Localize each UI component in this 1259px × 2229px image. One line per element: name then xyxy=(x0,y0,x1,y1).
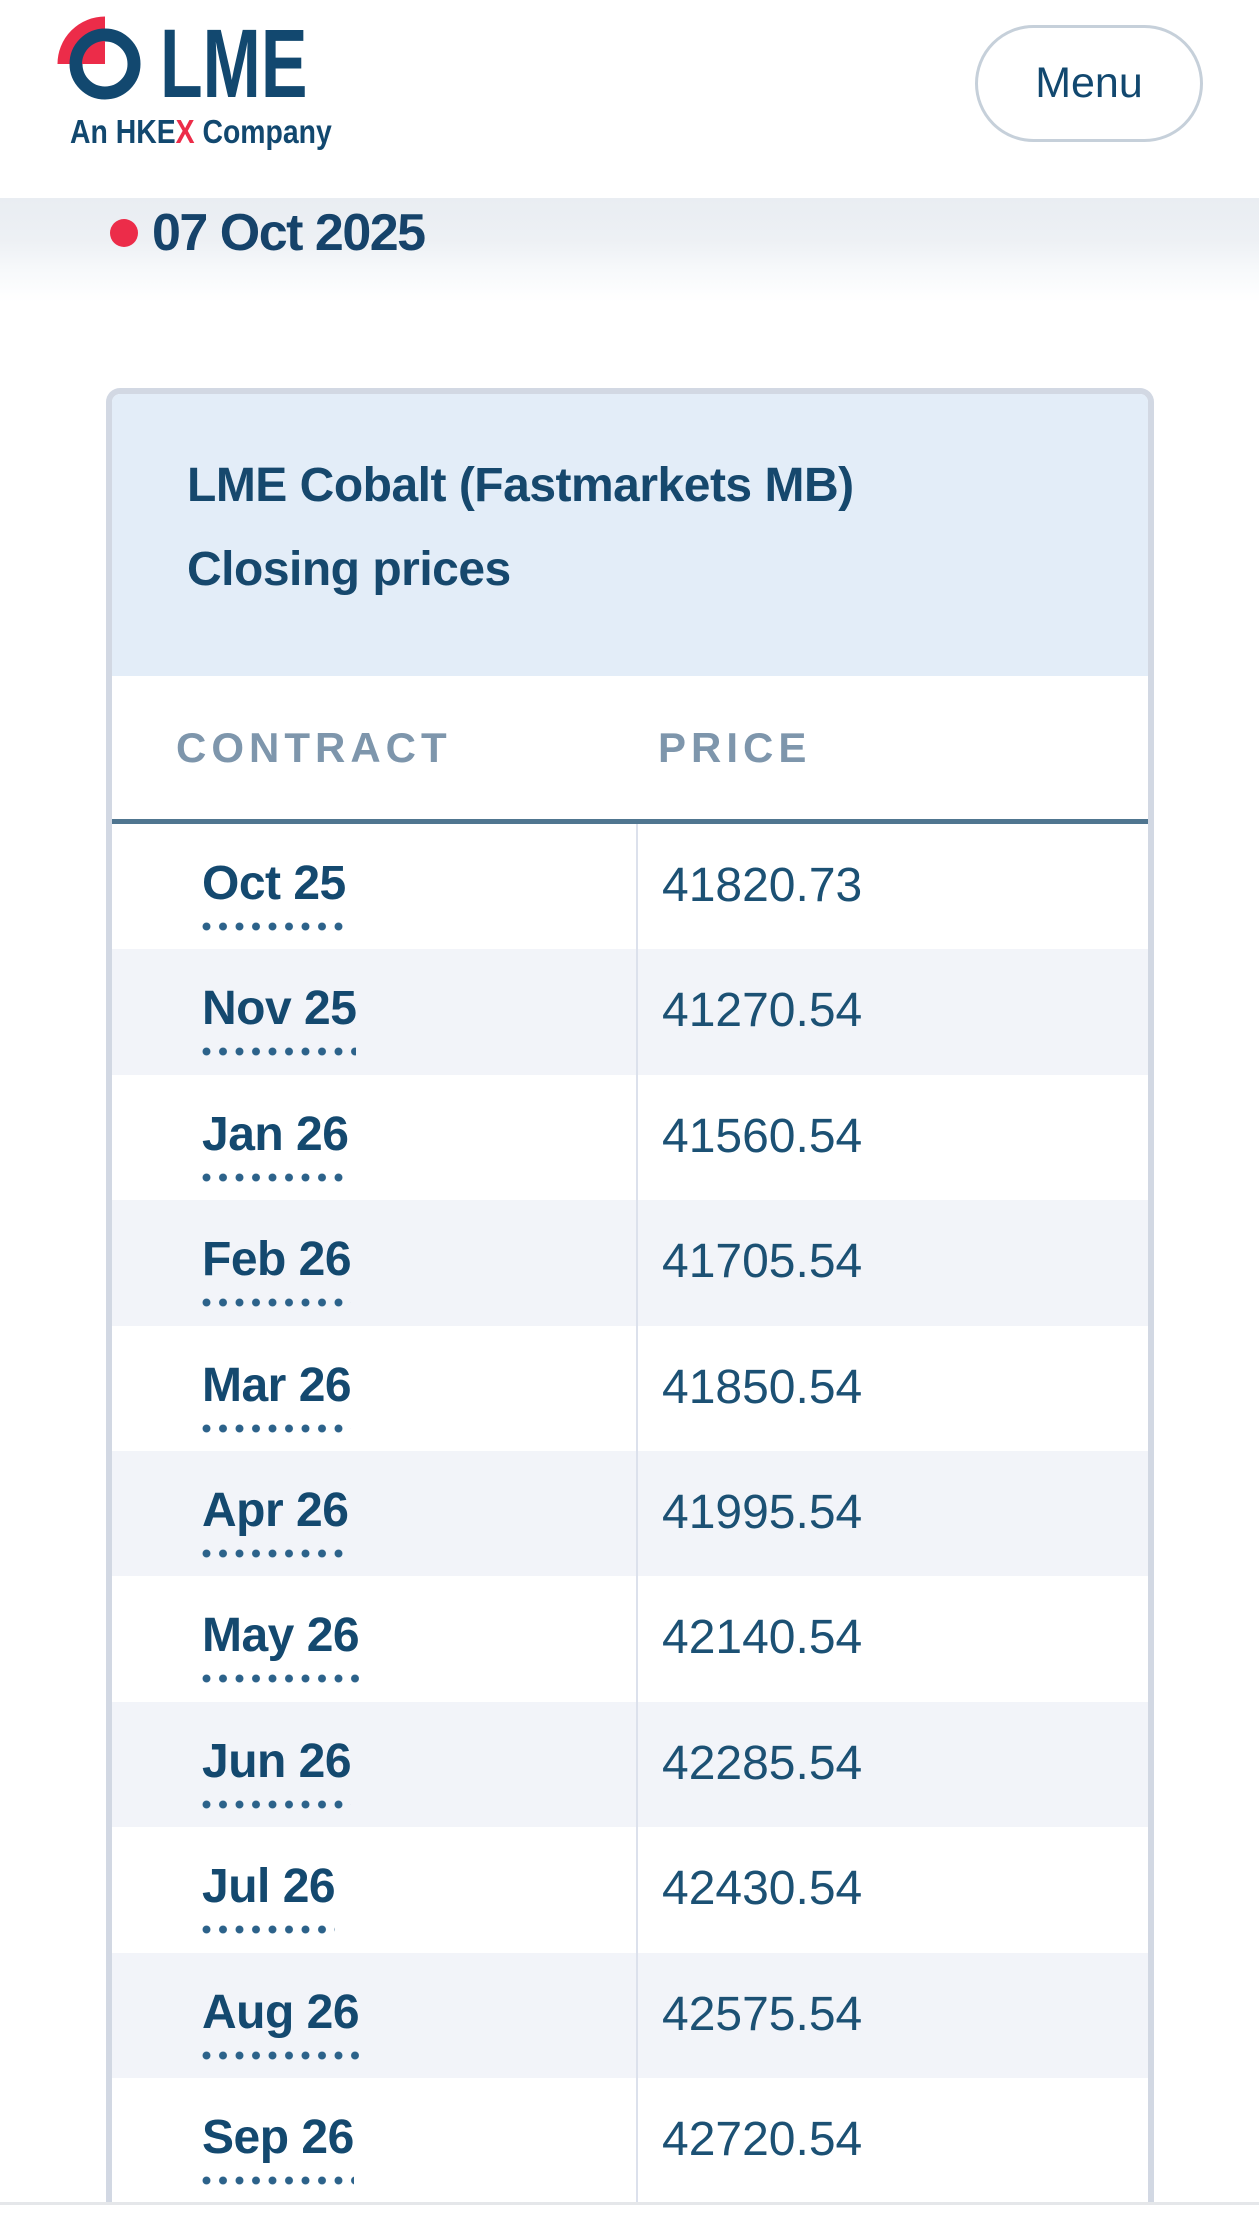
dotted-underline xyxy=(202,2050,360,2060)
contract-link[interactable]: Jun 26 xyxy=(202,1734,352,1788)
price-value: 41995.54 xyxy=(662,1485,863,1539)
dotted-underline xyxy=(202,1423,352,1433)
contract-cell: Jan 26 xyxy=(112,1075,636,1200)
dotted-underline xyxy=(202,1047,357,1057)
hkex-x-glyph: X xyxy=(175,113,195,150)
table-row: Nov 25 41270.54 xyxy=(112,949,1148,1075)
contract-link[interactable]: Apr 26 xyxy=(202,1483,349,1537)
price-value: 42575.54 xyxy=(662,1987,863,2041)
contract-link[interactable]: Aug 26 xyxy=(202,1985,360,2039)
price-value: 41270.54 xyxy=(662,984,863,1038)
contract-link[interactable]: Jul 26 xyxy=(202,1860,336,1914)
contract-link[interactable]: Nov 25 xyxy=(202,982,357,1036)
lme-logo-icon xyxy=(43,8,159,129)
table-header-divider xyxy=(112,819,1148,824)
contract-cell: Apr 26 xyxy=(112,1451,636,1576)
logo-wordmark: LME xyxy=(160,9,308,118)
contract-cell: May 26 xyxy=(112,1576,636,1701)
table-row: Apr 26 41995.54 xyxy=(112,1450,1148,1577)
column-header-price: PRICE xyxy=(658,723,812,771)
lme-logo[interactable]: LME An HKEX Company xyxy=(40,6,370,166)
contract-link[interactable]: Mar 26 xyxy=(202,1358,352,1412)
table-row: Mar 26 41850.54 xyxy=(112,1325,1148,1451)
contract-cell: Mar 26 xyxy=(112,1326,636,1451)
contract-link[interactable]: May 26 xyxy=(202,1609,360,1663)
price-cell: 42430.54 xyxy=(636,1827,1148,1953)
price-cell: 41850.54 xyxy=(636,1325,1148,1451)
table-row: Sep 26 42720.54 xyxy=(112,2077,1148,2202)
card-header: LME Cobalt (Fastmarkets MB) Closing pric… xyxy=(112,394,1148,676)
contract-cell: Jun 26 xyxy=(112,1702,636,1827)
price-cell: 41820.73 xyxy=(636,824,1148,950)
table-row: Jan 26 41560.54 xyxy=(112,1074,1148,1201)
contract-cell: Feb 26 xyxy=(112,1200,636,1325)
dotted-underline xyxy=(202,1799,352,1809)
price-cell: 41705.54 xyxy=(636,1200,1148,1326)
price-value: 41850.54 xyxy=(662,1360,863,1414)
logo-tagline: An HKEX Company xyxy=(70,113,332,150)
table-row: Jul 26 42430.54 xyxy=(112,1827,1148,1953)
contract-link[interactable]: Feb 26 xyxy=(202,1233,352,1287)
contract-cell: Sep 26 xyxy=(112,2078,636,2202)
price-cell: 41270.54 xyxy=(636,949,1148,1075)
price-cell: 42140.54 xyxy=(636,1576,1148,1702)
card-title-line1: LME Cobalt (Fastmarkets MB) xyxy=(187,459,854,512)
contract-link[interactable]: Sep 26 xyxy=(202,2110,354,2164)
contract-cell: Jul 26 xyxy=(112,1827,636,1952)
date-band xyxy=(0,198,1259,302)
contract-cell: Oct 25 xyxy=(112,824,636,949)
contract-cell: Nov 25 xyxy=(112,949,636,1074)
price-cell: 41560.54 xyxy=(636,1074,1148,1201)
price-cell: 41995.54 xyxy=(636,1450,1148,1577)
table-row: Feb 26 41705.54 xyxy=(112,1200,1148,1326)
dotted-underline xyxy=(202,2175,354,2185)
page-section-divider xyxy=(0,2202,1259,2205)
contract-link[interactable]: Oct 25 xyxy=(202,857,346,910)
date-label: 07 Oct 2025 xyxy=(152,204,426,262)
table-row: Oct 25 41820.73 xyxy=(112,824,1148,950)
table-header-row: CONTRACT PRICE xyxy=(112,676,1148,819)
menu-button[interactable]: Menu xyxy=(975,25,1203,142)
dotted-underline xyxy=(202,1925,336,1935)
column-header-contract: CONTRACT xyxy=(176,723,452,771)
red-dot-icon xyxy=(110,219,138,247)
price-value: 41560.54 xyxy=(662,1109,863,1163)
card-title-line2: Closing prices xyxy=(187,543,511,596)
price-value: 42285.54 xyxy=(662,1736,863,1790)
price-cell: 42575.54 xyxy=(636,1952,1148,2078)
price-value: 42720.54 xyxy=(662,2112,863,2166)
table-row: Aug 26 42575.54 xyxy=(112,1952,1148,2078)
table-body: Oct 25 41820.73 Nov 25 41270.54 Jan 26 4 xyxy=(112,824,1148,2202)
price-value: 42140.54 xyxy=(662,1611,863,1665)
contract-cell: Aug 26 xyxy=(112,1953,636,2078)
price-cell: 42720.54 xyxy=(636,2077,1148,2202)
contract-link[interactable]: Jan 26 xyxy=(202,1107,349,1161)
dotted-underline xyxy=(202,1298,352,1308)
price-value: 41820.73 xyxy=(662,859,863,912)
prices-card: LME Cobalt (Fastmarkets MB) Closing pric… xyxy=(106,388,1154,2202)
dotted-underline xyxy=(202,922,346,931)
dotted-underline xyxy=(202,1548,349,1558)
price-cell: 42285.54 xyxy=(636,1701,1148,1828)
dotted-underline xyxy=(202,1674,360,1684)
price-value: 42430.54 xyxy=(662,1862,863,1916)
dotted-underline xyxy=(202,1172,349,1182)
table-row: May 26 42140.54 xyxy=(112,1576,1148,1702)
menu-button-label: Menu xyxy=(1035,59,1143,107)
table-row: Jun 26 42285.54 xyxy=(112,1701,1148,1828)
price-value: 41705.54 xyxy=(662,1235,863,1289)
